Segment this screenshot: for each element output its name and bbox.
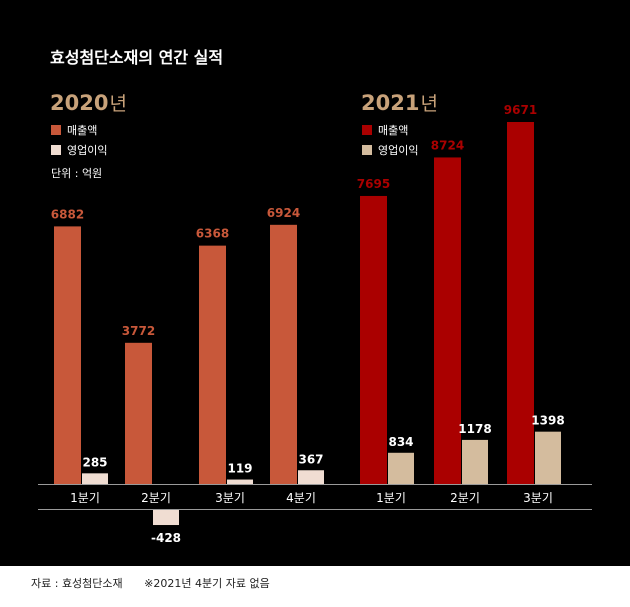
profit-bar-2020-2	[153, 509, 179, 526]
revenue-value-label: 9671	[504, 103, 537, 117]
revenue-bar-2020-4	[270, 224, 297, 484]
legend-swatch-revenue-2021	[362, 125, 372, 135]
revenue-bar-2020-2	[125, 342, 152, 484]
profit-bar-2020-4	[298, 470, 324, 484]
year-label-2021: 2021년	[361, 89, 438, 116]
revenue-value-label: 3772	[122, 324, 155, 338]
profit-value-label: 119	[227, 462, 252, 476]
revenue-bar-2021-3	[507, 122, 534, 484]
revenue-value-label: 8724	[431, 138, 464, 152]
profit-bar-2020-1	[82, 473, 108, 484]
revenue-bar-2020-3	[199, 245, 226, 484]
year-number-2021: 2021	[361, 91, 420, 115]
legend-swatch-profit-2020	[51, 145, 61, 155]
category-label: 3분기	[523, 491, 553, 505]
revenue-value-label: 6368	[196, 227, 229, 241]
revenue-value-label: 7695	[357, 177, 390, 191]
chart-title: 효성첨단소재의 연간 실적	[50, 48, 224, 67]
legend-label-profit-2021: 영업이익	[378, 144, 419, 157]
profit-bar-2020-3	[227, 479, 253, 484]
legend-profit-2020: 영업이익	[51, 142, 107, 158]
year-label-2020: 2020년	[50, 89, 127, 116]
profit-bar-2021-3	[535, 431, 561, 484]
unit-label: 단위 : 억원	[51, 167, 103, 180]
revenue-bar-2021-2	[434, 157, 461, 484]
revenue-value-label: 6924	[267, 206, 300, 220]
year-suffix-2021: 년	[420, 93, 438, 115]
category-label: 2분기	[141, 491, 171, 505]
profit-value-label: 834	[388, 435, 413, 449]
legend-label-revenue-2020: 매출액	[67, 124, 98, 137]
profit-value-label: 1178	[458, 422, 491, 436]
legend-revenue-2021: 매출액	[362, 122, 408, 138]
revenue-bar-2021-1	[360, 195, 387, 484]
profit-value-label: -428	[151, 531, 181, 545]
bar-chart: 6882 285 1분기 3772 -428 2분기 6368 119 3분기 6924 367 4분…	[38, 103, 592, 545]
category-label: 3분기	[215, 491, 245, 505]
profit-bar-2021-1	[388, 452, 414, 484]
footer: 자료 : 효성첨단소재 ※2021년 4분기 자료 없음	[31, 575, 288, 591]
legend-swatch-profit-2021	[362, 145, 372, 155]
year-number-2020: 2020	[50, 91, 109, 115]
legend-revenue-2020: 매출액	[51, 122, 97, 138]
category-label: 4분기	[286, 491, 316, 505]
legend-label-profit-2020: 영업이익	[67, 144, 108, 157]
revenue-bar-2020-1	[54, 226, 81, 485]
legend-swatch-revenue-2020	[51, 125, 61, 135]
profit-value-label: 1398	[531, 414, 564, 428]
category-label: 1분기	[376, 491, 406, 505]
legend-profit-2021: 영업이익	[362, 142, 418, 158]
revenue-value-label: 6882	[51, 207, 84, 221]
source-note: 자료 : 효성첨단소재	[31, 577, 123, 590]
profit-bar-2021-2	[462, 439, 488, 484]
profit-value-label: 285	[82, 455, 107, 469]
category-label: 2분기	[450, 491, 480, 505]
missing-data-note: ※2021년 4분기 자료 없음	[144, 577, 270, 590]
legend-label-revenue-2021: 매출액	[378, 124, 409, 137]
category-label: 1분기	[70, 491, 100, 505]
profit-value-label: 367	[298, 452, 323, 466]
year-suffix-2020: 년	[109, 93, 127, 115]
